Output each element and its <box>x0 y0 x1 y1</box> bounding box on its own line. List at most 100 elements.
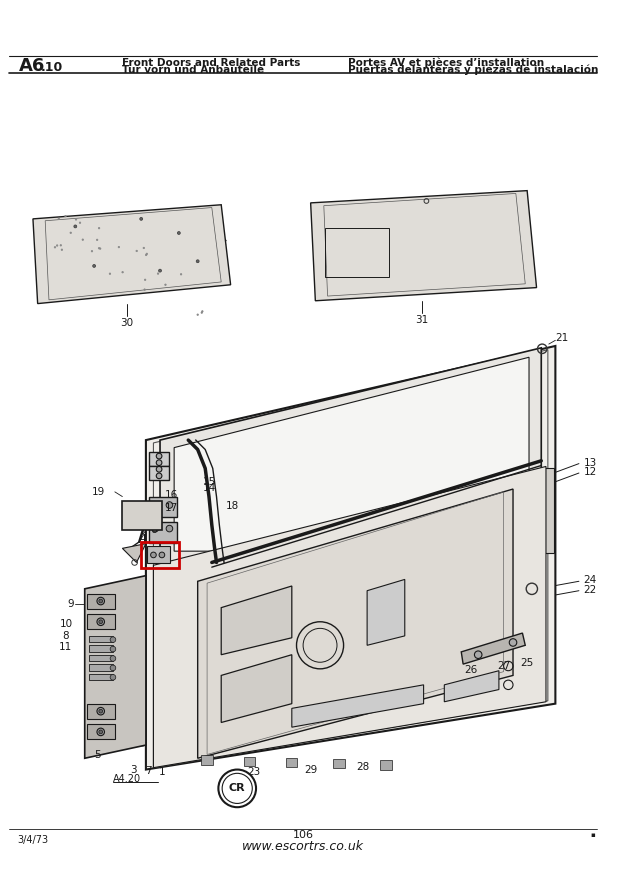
Circle shape <box>109 273 111 275</box>
Text: 16: 16 <box>165 490 178 500</box>
Text: 10: 10 <box>59 619 73 629</box>
Circle shape <box>146 253 147 254</box>
Circle shape <box>180 274 182 275</box>
Circle shape <box>99 228 100 229</box>
Circle shape <box>146 254 147 256</box>
Circle shape <box>144 279 146 281</box>
Circle shape <box>156 460 162 465</box>
Circle shape <box>197 314 198 315</box>
Text: 5: 5 <box>95 751 101 760</box>
Polygon shape <box>85 576 146 758</box>
Circle shape <box>475 651 482 659</box>
Polygon shape <box>174 358 529 551</box>
Polygon shape <box>33 205 231 304</box>
Text: Portes AV et pièces d’installation: Portes AV et pièces d’installation <box>348 57 544 68</box>
Polygon shape <box>153 466 546 767</box>
Circle shape <box>156 473 162 479</box>
Bar <box>244 757 255 766</box>
Circle shape <box>110 637 116 643</box>
Circle shape <box>166 525 173 532</box>
Text: 14: 14 <box>202 483 216 493</box>
Text: 1: 1 <box>158 767 166 777</box>
Text: 7: 7 <box>146 766 152 776</box>
Circle shape <box>57 245 58 246</box>
Circle shape <box>143 247 144 249</box>
Bar <box>86 724 115 739</box>
Text: Puertas delanteras y piezas de instalación: Puertas delanteras y piezas de instalaci… <box>348 64 599 75</box>
Text: 15: 15 <box>202 477 216 487</box>
Text: 13: 13 <box>583 457 597 468</box>
Text: 8: 8 <box>62 630 69 641</box>
Circle shape <box>201 312 202 313</box>
Circle shape <box>54 246 56 248</box>
Circle shape <box>99 620 102 623</box>
Text: 23: 23 <box>247 767 261 777</box>
Text: A4.20: A4.20 <box>113 774 141 784</box>
Circle shape <box>144 289 146 291</box>
Bar <box>86 615 115 630</box>
Circle shape <box>82 239 84 240</box>
Circle shape <box>97 618 104 625</box>
Polygon shape <box>221 586 292 654</box>
Circle shape <box>156 466 162 472</box>
Circle shape <box>65 215 66 217</box>
Text: 17: 17 <box>165 502 178 513</box>
Circle shape <box>110 656 116 661</box>
Bar <box>147 547 171 563</box>
Text: 4: 4 <box>140 534 146 544</box>
Bar <box>86 704 115 719</box>
Circle shape <box>140 217 142 220</box>
Bar <box>325 229 389 277</box>
Circle shape <box>110 665 116 671</box>
Circle shape <box>159 552 165 558</box>
Text: 21: 21 <box>555 334 569 343</box>
Text: 18: 18 <box>226 501 239 511</box>
Polygon shape <box>444 671 499 702</box>
Bar <box>90 674 113 680</box>
Text: 3/4/73: 3/4/73 <box>17 835 48 845</box>
Bar <box>141 542 179 568</box>
Circle shape <box>166 502 173 509</box>
Circle shape <box>97 597 104 605</box>
Bar <box>86 593 115 608</box>
Text: 27: 27 <box>497 661 510 671</box>
Text: 26: 26 <box>464 665 477 675</box>
Bar <box>90 645 113 652</box>
Bar <box>149 466 169 479</box>
Text: 9: 9 <box>67 599 74 609</box>
Circle shape <box>165 284 166 285</box>
Polygon shape <box>461 633 526 664</box>
Circle shape <box>70 232 71 233</box>
Text: 28: 28 <box>355 762 369 772</box>
Circle shape <box>97 239 98 240</box>
Polygon shape <box>310 191 536 301</box>
Circle shape <box>196 260 199 262</box>
Text: 6: 6 <box>150 525 156 534</box>
Circle shape <box>152 502 158 509</box>
Circle shape <box>509 638 516 646</box>
Circle shape <box>93 265 95 268</box>
Text: A6: A6 <box>19 57 45 75</box>
Polygon shape <box>198 489 513 758</box>
Circle shape <box>136 250 137 252</box>
Text: 19: 19 <box>92 487 106 497</box>
Text: 3: 3 <box>130 765 137 774</box>
Bar <box>122 502 162 530</box>
Text: 2: 2 <box>140 517 146 527</box>
Bar <box>90 664 113 671</box>
Circle shape <box>152 525 158 532</box>
Text: CR: CR <box>229 783 245 794</box>
Text: 106: 106 <box>292 830 314 841</box>
Bar <box>149 496 177 517</box>
Polygon shape <box>146 346 555 770</box>
Polygon shape <box>122 544 146 562</box>
Text: Front Doors and Related Parts: Front Doors and Related Parts <box>122 57 301 68</box>
Circle shape <box>156 453 162 459</box>
Text: Tur vorn und Anbauteile: Tur vorn und Anbauteile <box>122 65 265 75</box>
Circle shape <box>91 251 93 252</box>
Circle shape <box>99 600 102 603</box>
Circle shape <box>99 709 102 713</box>
Polygon shape <box>367 579 405 645</box>
Circle shape <box>157 273 159 275</box>
Text: 25: 25 <box>520 658 534 668</box>
